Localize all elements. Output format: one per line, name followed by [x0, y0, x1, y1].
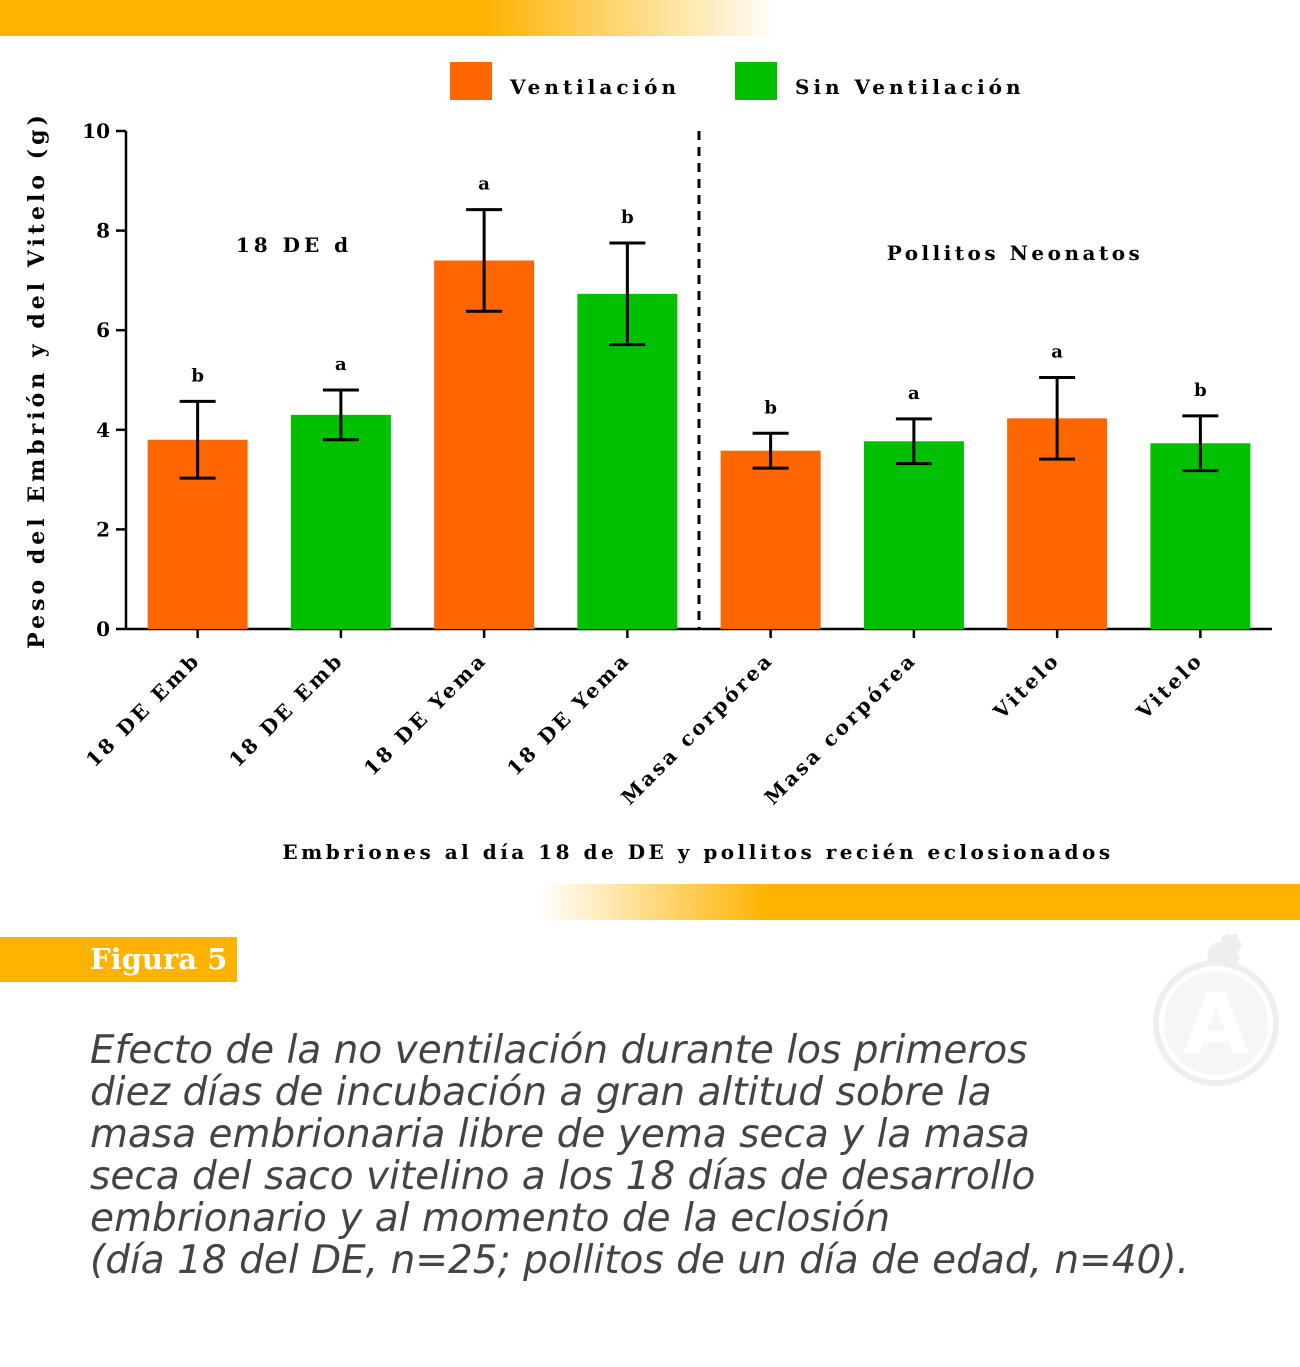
logo-letter: A [1183, 975, 1248, 1073]
y-tick-label: 6 [96, 318, 110, 342]
significance-letter: b [1194, 380, 1207, 401]
bar [290, 414, 391, 629]
y-tick-label: 0 [96, 617, 110, 641]
x-tick-label: 18 DE Emb [224, 648, 348, 772]
bar [577, 293, 678, 629]
x-tick-label: Masa corpórea [616, 648, 778, 810]
chart-labels: b a a b b a a b 18 DE d Pollitos Neonatos [191, 174, 1206, 419]
logo-disc [1164, 971, 1268, 1075]
logo-ring [1153, 960, 1279, 1086]
legend-label: Ventilación [509, 75, 680, 99]
rooster-icon [1206, 933, 1242, 966]
x-tick-label: Masa corpórea [760, 648, 922, 810]
chart-bars [147, 208, 1251, 629]
bar [434, 260, 535, 629]
significance-letter: a [1051, 342, 1063, 363]
bar [863, 441, 964, 629]
significance-letter: b [764, 397, 777, 418]
significance-letter: a [908, 383, 920, 404]
significance-letter: a [478, 174, 490, 195]
figure-caption: Efecto de la no ventilación durante los … [90, 1028, 1189, 1283]
x-axis-title: Embriones al día 18 de DE y pollitos rec… [282, 840, 1113, 864]
chart-legend: Ventilación Sin Ventilación [450, 62, 1025, 100]
legend-swatch [450, 62, 492, 100]
legend-label: Sin Ventilación [795, 75, 1025, 99]
y-axis-title: Peso del Embrión y del Vitelo (g) [24, 111, 50, 649]
bar [1150, 443, 1251, 629]
x-tick-label: Vitelo [988, 648, 1065, 725]
x-tick-label: 18 DE Yema [359, 648, 492, 781]
y-tick-label: 8 [96, 219, 110, 243]
bar [720, 450, 821, 629]
x-tick-label: 18 DE Emb [81, 648, 205, 772]
significance-letter: a [335, 354, 347, 375]
figure-label: Figura 5 [0, 937, 237, 982]
y-tick-label: 2 [96, 517, 110, 541]
top-accent-band [0, 0, 780, 36]
publisher-logo: A [1153, 933, 1279, 1086]
significance-letter: b [621, 207, 634, 228]
group-label-chicks: Pollitos Neonatos [887, 241, 1144, 265]
bar-chart: Ventilación Sin Ventilación 0 2 4 6 8 10 18 DE … [24, 62, 1272, 864]
y-tick-label: 10 [82, 119, 110, 143]
x-tick-label: 18 DE Yema [502, 648, 635, 781]
legend-swatch [735, 62, 777, 100]
significance-letter: b [191, 365, 204, 386]
x-tick-label: Vitelo [1131, 648, 1208, 725]
group-label-embryos: 18 DE d [236, 233, 352, 257]
bottom-accent-band [540, 884, 1300, 920]
y-tick-label: 4 [96, 418, 110, 442]
